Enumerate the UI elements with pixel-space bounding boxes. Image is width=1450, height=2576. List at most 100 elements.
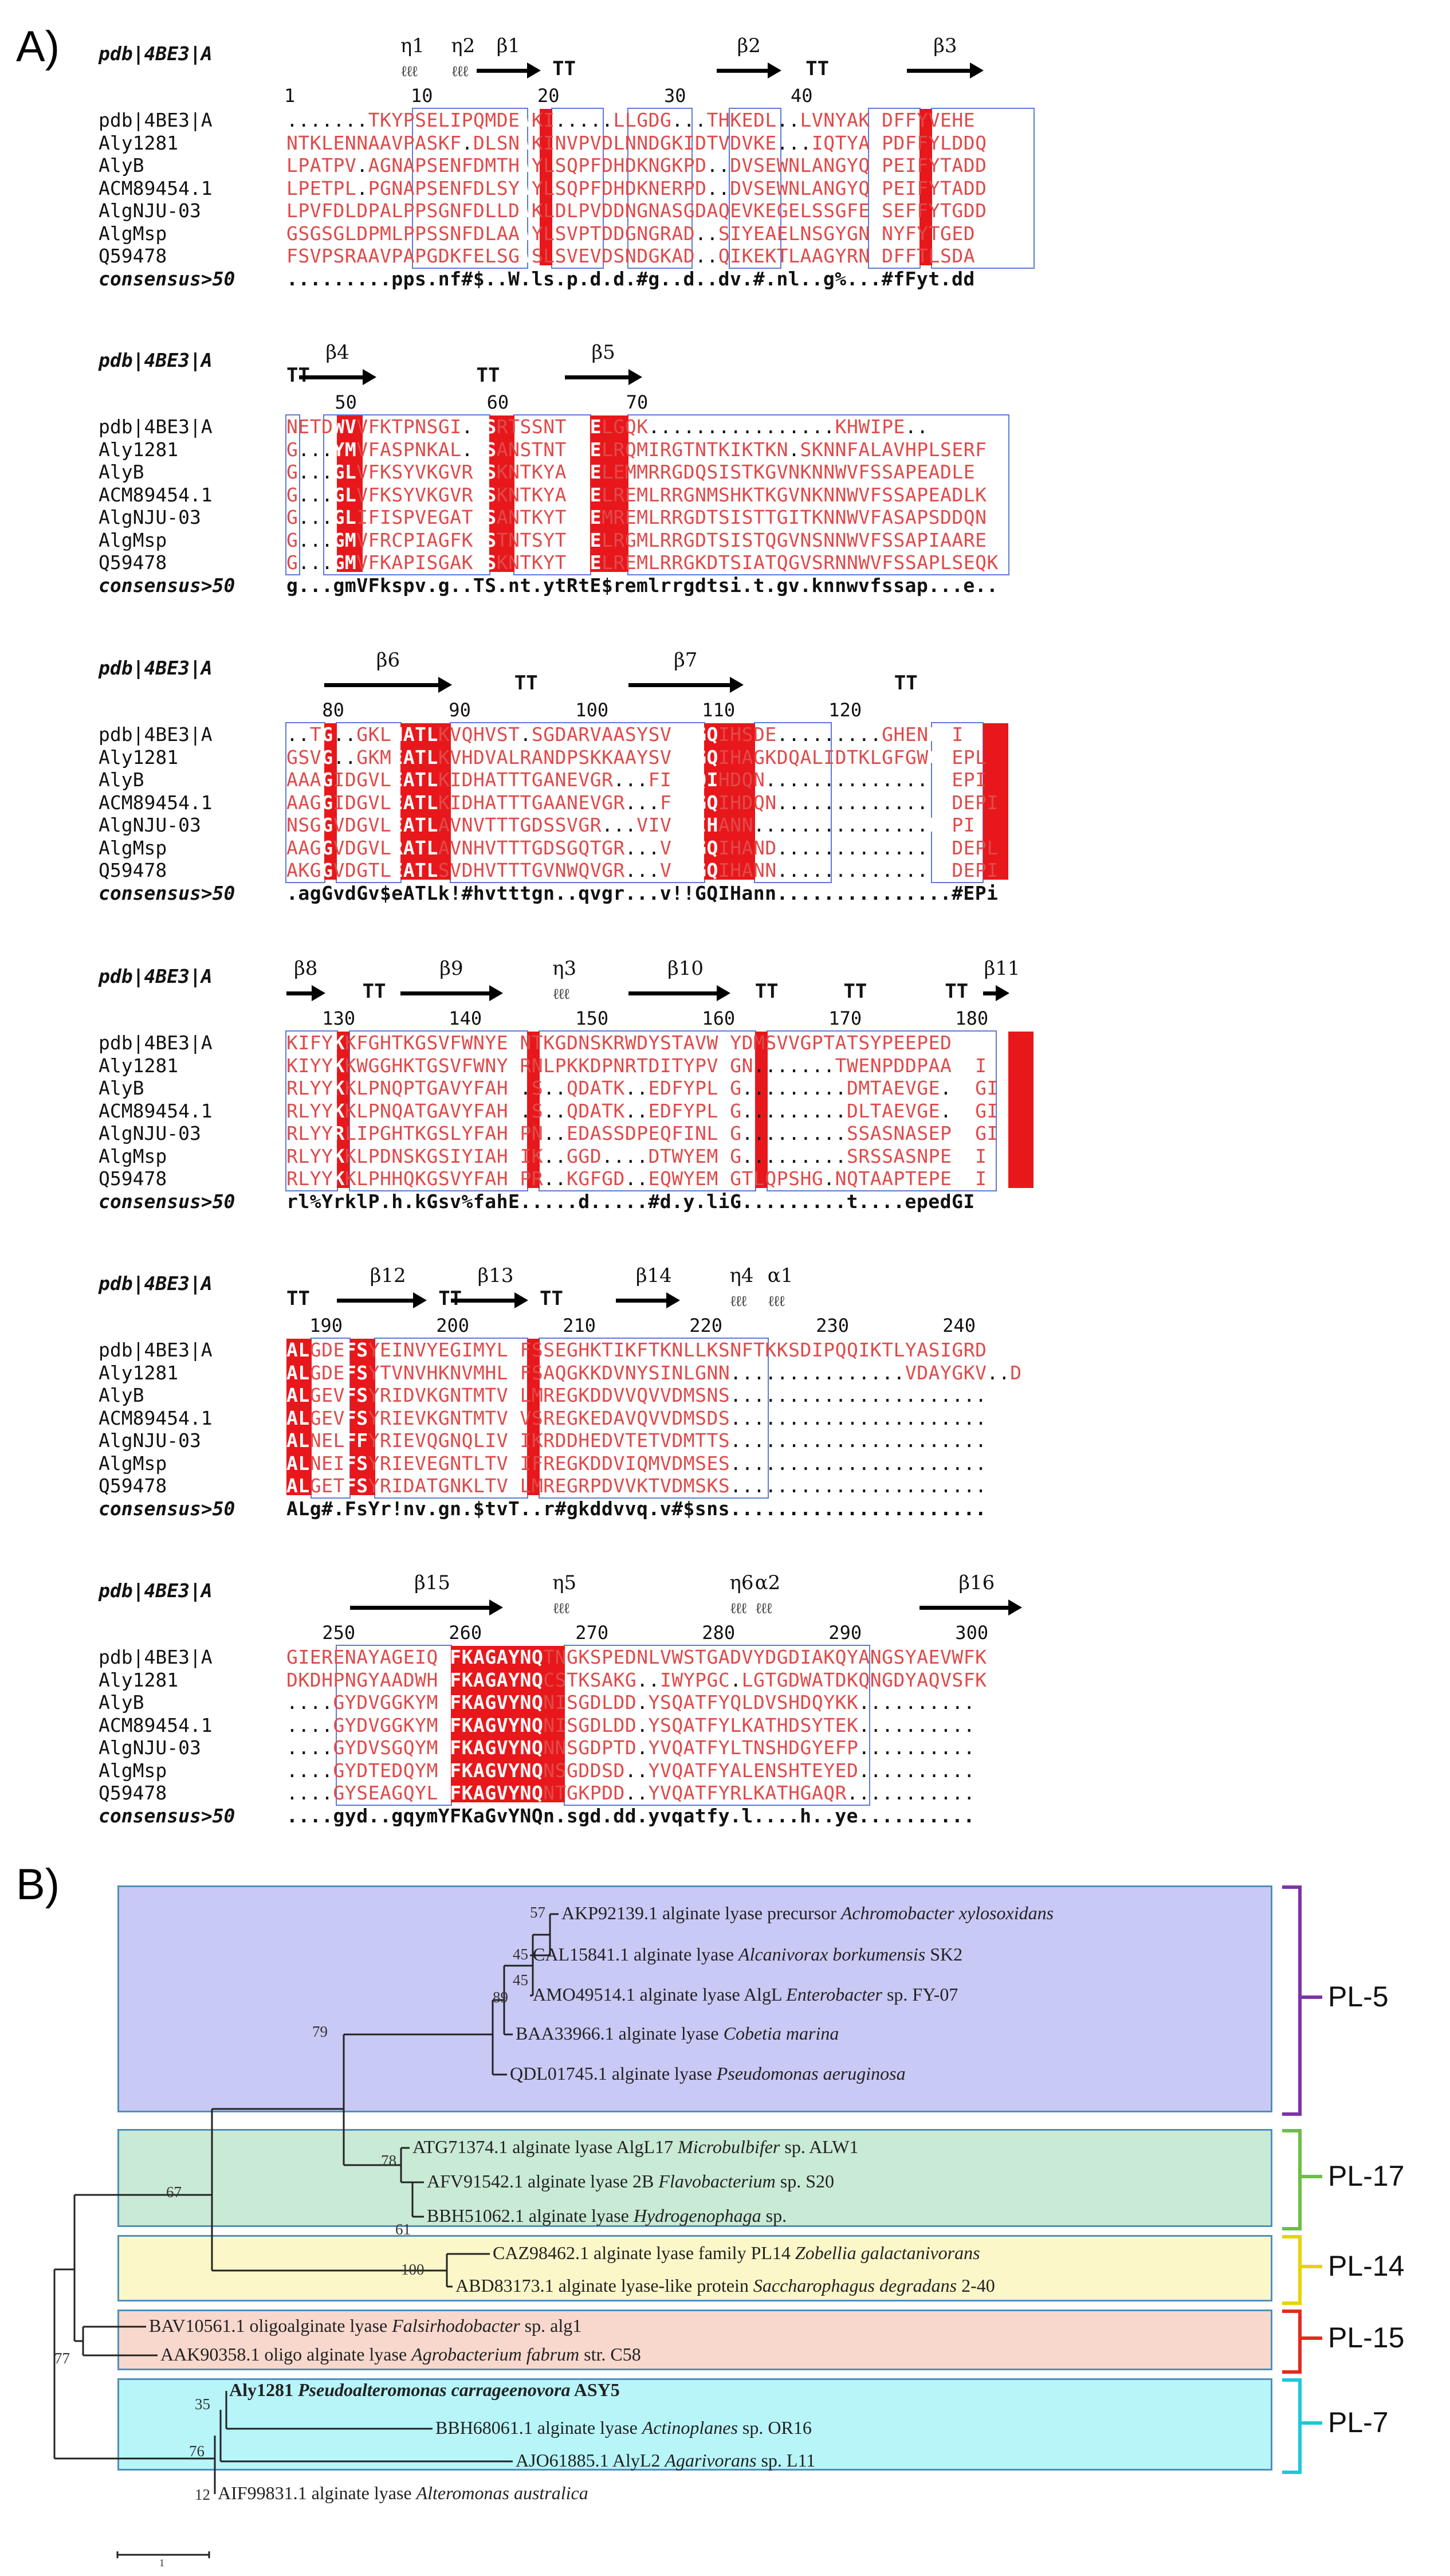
- beta-strand-arrow: [451, 1292, 528, 1308]
- identity-box: [400, 723, 451, 880]
- sequence-row: AAGGIDGVLEATLKIDHATTTGAANEVGR...FIIGQIHD…: [286, 791, 999, 814]
- ruler-number: 50: [335, 391, 357, 413]
- sequence-row: RLYYRLIPGHTKGSLYFAHEPN..EDASSDPEQFINLIG.…: [286, 1122, 999, 1144]
- ruler-number: 20: [537, 85, 560, 107]
- family-bracket-tick: [1302, 2174, 1322, 2178]
- bootstrap-value: 35: [195, 2395, 210, 2413]
- bootstrap-value: 45: [513, 1946, 528, 1963]
- beta-strand-arrow: [919, 1599, 1022, 1616]
- tree-leaf: AAK90358.1 oligo alginate lyase Agrobact…: [160, 2344, 641, 2365]
- sequence-row: KIYYKKWGGHKTGSVFWNYERNLPKKDPNRTDITYPVWGN…: [286, 1054, 987, 1077]
- sequence-row: ALGDEFSYEINVYEGIMYLTFSSEGHKTIKFTKNLLKSNF…: [286, 1339, 987, 1361]
- sequence-name: AlgMsp: [99, 836, 167, 859]
- sequence-name: AlgNJU-03: [99, 506, 201, 528]
- sequence-row: ALGEVFSYRIDVKGNTMTVTLMREGKDDVVQVVDMSNS..…: [286, 1384, 987, 1406]
- consensus-label: consensus>50: [99, 1497, 235, 1520]
- sequence-row: FSVPSRAAVPAPGDKFELSGWSLSVEVDSNDGKAD..QIK…: [286, 245, 976, 267]
- beta-strand-arrow: [349, 1599, 503, 1616]
- ss-header-label: pdb|4BE3|A: [99, 965, 213, 987]
- turn-label: TT: [514, 672, 538, 695]
- turn-label: TT: [755, 980, 779, 1003]
- helix-coil: ℓℓℓ: [729, 1293, 748, 1310]
- sequence-row: ALNELFFYRIEVQGNQLIVTIKRDDHEDVTETVDMTTS..…: [286, 1429, 987, 1452]
- ss-label: β14: [635, 1264, 672, 1287]
- ruler-number: 70: [626, 391, 649, 413]
- sequence-name: ACM89454.1: [99, 1714, 213, 1736]
- sequence-name: Aly1281: [99, 1054, 179, 1077]
- alignment-block-2: pdb|4BE3|A TT β4 TT β5 50 60 70 pdb|4BE3|A NETDWV…: [0, 330, 1450, 628]
- identity-box: [337, 415, 363, 572]
- ss-label: β16: [958, 1571, 995, 1594]
- ruler-number: 140: [449, 1007, 482, 1029]
- clade-box-pl-17: [117, 2129, 1272, 2227]
- identity-box: [590, 415, 628, 572]
- beta-strand-arrow: [717, 62, 781, 79]
- sequence-name: pdb|4BE3|A: [99, 723, 213, 746]
- bootstrap-value: 100: [401, 2261, 425, 2278]
- tree-leaf: ABD83173.1 alginate lyase-like protein S…: [455, 2275, 995, 2296]
- ruler-number: 230: [816, 1315, 849, 1336]
- ss-label: η1: [400, 34, 425, 57]
- ss-label: β1: [496, 34, 521, 57]
- ruler-number: 80: [322, 699, 344, 721]
- sequence-name: Q59478: [99, 859, 167, 881]
- family-bracket-tick: [1302, 2265, 1322, 2268]
- helix-coil: ℓℓℓ: [451, 63, 469, 80]
- ss-header-label: pdb|4BE3|A: [99, 42, 213, 65]
- clade-box-pl-14: [117, 2235, 1272, 2301]
- sequence-name: AlgNJU-03: [99, 814, 201, 836]
- ss-label: β10: [667, 957, 704, 980]
- ruler-number: 30: [664, 85, 686, 107]
- sequence-name: AlyB: [99, 1691, 144, 1714]
- sequence-row: ....GYSEAGQYLYFKAGVYNQNTGKPDD..YVQATFYRL…: [286, 1782, 976, 1804]
- sequence-row: DKDHPNGYAADWHYFKAGAYNQCSTKSAKG..IWYPGC.L…: [286, 1668, 987, 1691]
- identity-box: [1008, 1032, 1034, 1188]
- sequence-row: ....GYDVGGKYMYFKAGVYNQNISGDLDD.YSQATFYLK…: [286, 1714, 976, 1736]
- family-label: PL-14: [1328, 2250, 1405, 2282]
- tree-leaf: AKP92139.1 alginate lyase precursor Achr…: [561, 1903, 1054, 1923]
- family-bracket-tick: [1302, 2336, 1322, 2340]
- alignment-block-5: pdb|4BE3|A TT β12 TT β13 TT β14 ℓℓℓ η4 ℓℓℓ α1 190 20…: [0, 1253, 1450, 1551]
- sequence-row: ALNEIFSYRIEVEGNTLTVTIFREGKDDVIQMVDMSES..…: [286, 1452, 987, 1475]
- beta-strand-arrow: [565, 369, 642, 385]
- turn-label: TT: [552, 57, 576, 80]
- tree-leaf: AFV91542.1 alginate lyase 2B Flavobacter…: [427, 2171, 835, 2191]
- sequence-name: Aly1281: [99, 438, 179, 461]
- sequence-row: GSGSGLDPMLPPSSNFDLAAWYLSVPTDDGNGRAD..SIY…: [286, 222, 976, 245]
- sequence-name: Q59478: [99, 245, 167, 267]
- ruler-number: 290: [828, 1622, 862, 1644]
- alignment-block-4: pdb|4BE3|A β8 TT β9 ℓℓℓ η3 β10 TT TT TT β11 130 140 1…: [0, 946, 1450, 1244]
- ss-label: β11: [984, 957, 1020, 980]
- sequence-name: AlyB: [99, 769, 144, 791]
- helix-coil: ℓℓℓ: [552, 986, 570, 1003]
- sequence-name: AlyB: [99, 1077, 144, 1099]
- ss-label: β7: [674, 649, 698, 672]
- beta-strand-arrow: [324, 677, 453, 693]
- ss-label: β8: [294, 957, 318, 980]
- similarity-box: [285, 414, 301, 575]
- ruler-number: 170: [828, 1007, 862, 1029]
- identity-box: [349, 1339, 375, 1495]
- ss-label: β2: [737, 34, 761, 57]
- sequence-row: ..TG..GKLNATLKVQHVST.SGDARVAASYSVVVGQIHS…: [286, 723, 964, 746]
- consensus-sequence: ....gyd..gqymYFKaGvYNQn.sgd.dd.yvqatfy.l…: [286, 1804, 975, 1827]
- helix-coil: ℓℓℓ: [400, 63, 418, 80]
- consensus-label: consensus>50: [99, 881, 235, 904]
- ruler-number: 150: [575, 1007, 609, 1029]
- sequence-row: GSVG..GKMEATLKVHDVALRANDPSKKAAYSVVVGQIHA…: [286, 746, 987, 769]
- tree-leaf: CAZ98462.1 alginate lyase family PL14 Zo…: [493, 2242, 980, 2263]
- sequence-row: NSGGVDGVLEATLAVNVTTTGDSSVGR...VIVGQIHANN…: [286, 814, 976, 836]
- sequence-row: G...GLVFKSYVKGVRTSKNTKYARTELREMLRRGNMSHK…: [286, 483, 987, 506]
- family-label: PL-15: [1328, 2322, 1405, 2354]
- identity-box: [324, 723, 337, 880]
- consensus-sequence: .........pps.nf#$..W.ls.p.d.d.#g..d..dv.…: [286, 267, 975, 290]
- sequence-row: G...GLVFKSYVKGVRTSKNTKYARTELEMMRRGDQSIST…: [286, 461, 976, 483]
- bootstrap-value: 61: [395, 2221, 411, 2238]
- sequence-name: pdb|4BE3|A: [99, 415, 213, 438]
- sequence-row: ALGEVFSYRIEVKGNTMTVTVSREGKEDAVQVVDMSDS..…: [286, 1406, 987, 1429]
- sequence-row: RLYYKKLPDNSKGSIYIAHEIK..GGD....DTWYEMIG.…: [286, 1144, 987, 1167]
- ruler-number: 130: [322, 1007, 356, 1029]
- turn-label: TT: [476, 364, 500, 387]
- beta-strand-arrow: [983, 985, 1010, 1001]
